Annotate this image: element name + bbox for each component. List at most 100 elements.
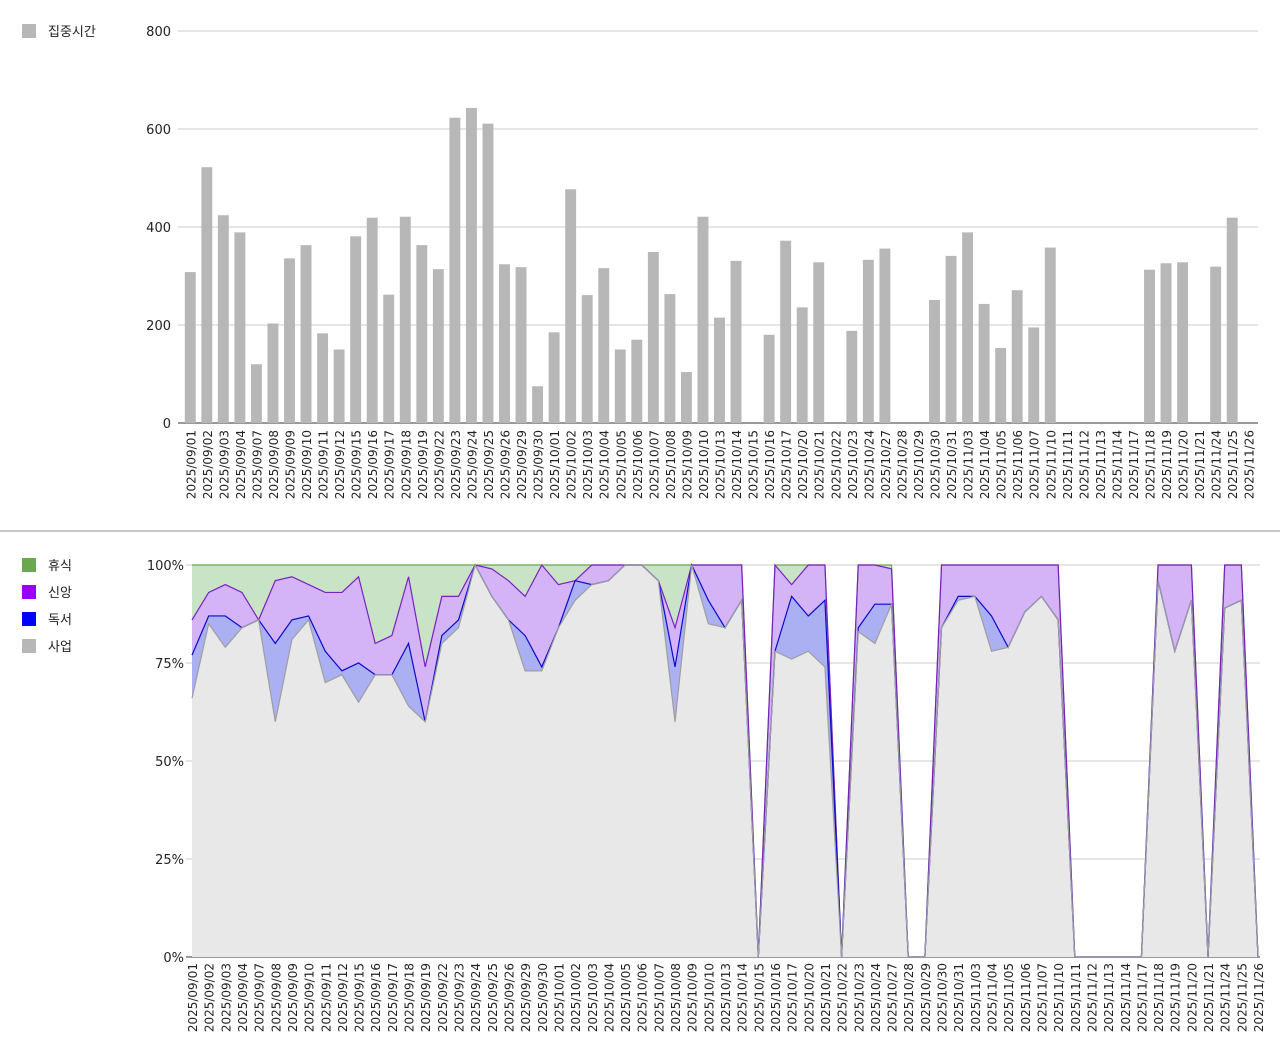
- bar-y-tick-label: 0: [163, 417, 171, 432]
- area-x-tick-label: 2025/09/29: [519, 963, 533, 1032]
- area-x-tick-label: 2025/10/28: [902, 963, 916, 1032]
- area-series-faith: [192, 565, 1258, 957]
- area-x-tick-label: 2025/09/19: [419, 963, 433, 1032]
- area-x-tick-label: 2025/10/15: [752, 963, 766, 1032]
- bar-x-tick-label: 2025/10/01: [548, 430, 562, 499]
- area-x-tick-label: 2025/11/20: [1185, 963, 1199, 1032]
- legend-label: 집중시간: [48, 25, 96, 40]
- legend-swatch: [22, 584, 36, 599]
- bar-x-tick-label: 2025/09/04: [234, 430, 248, 499]
- bar-x-tick-label: 2025/10/08: [664, 430, 678, 499]
- bar-x-tick-label: 2025/11/21: [1193, 430, 1207, 499]
- bar-x-tick-label: 2025/10/27: [879, 430, 893, 499]
- legend-swatch: [22, 23, 36, 38]
- bar-y-tick-label: 600: [146, 123, 171, 138]
- area-x-tick-label: 2025/09/17: [386, 963, 400, 1032]
- bar-x-tick-label: 2025/09/17: [383, 430, 397, 499]
- area-x-tick-label: 2025/11/12: [1085, 963, 1099, 1032]
- area-x-tick-label: 2025/11/04: [986, 963, 1000, 1032]
- bar-x-tick-label: 2025/09/09: [284, 430, 298, 499]
- bar-x-tick-label: 2025/11/25: [1226, 430, 1240, 499]
- bar-x-tick-label: 2025/11/18: [1144, 430, 1158, 499]
- bar-x-tick-label: 2025/10/17: [780, 430, 794, 499]
- area-y-tick-label: 75%: [155, 657, 184, 672]
- area-x-tick-label: 2025/11/03: [969, 963, 983, 1032]
- bar-x-tick-label: 2025/11/04: [978, 430, 992, 499]
- area-x-tick-label: 2025/09/11: [319, 963, 333, 1032]
- legend-item: 독서: [22, 605, 72, 632]
- focus-time-bar: [1011, 290, 1023, 423]
- area-x-tick-label: 2025/11/17: [1135, 963, 1149, 1032]
- focus-time-bar: [1160, 263, 1172, 423]
- area-y-tick-label: 25%: [155, 853, 184, 868]
- focus-time-bar: [449, 117, 461, 423]
- area-x-tick-label: 2025/10/16: [769, 963, 783, 1032]
- area-x-tick-label: 2025/11/07: [1035, 963, 1049, 1032]
- focus-time-bar: [995, 348, 1007, 423]
- bar-x-tick-label: 2025/09/11: [317, 430, 331, 499]
- focus-time-bar: [383, 294, 395, 423]
- bar-x-tick-label: 2025/10/02: [565, 430, 579, 499]
- area-x-tick-label: 2025/09/09: [286, 963, 300, 1032]
- bar-x-tick-label: 2025/10/15: [747, 430, 761, 499]
- legend-item: 집중시간: [22, 17, 96, 44]
- bar-x-tick-label: 2025/09/30: [532, 430, 546, 499]
- legend-label: 독서: [48, 613, 72, 628]
- bar-x-tick-label: 2025/10/29: [912, 430, 926, 499]
- focus-time-bar: [730, 260, 742, 423]
- area-x-tick-label: 2025/10/09: [686, 963, 700, 1032]
- focus-time-bar: [962, 232, 974, 423]
- focus-time-bar: [201, 167, 213, 423]
- area-x-tick-label: 2025/09/10: [303, 963, 317, 1032]
- area-y-tick-label: 0%: [163, 951, 184, 966]
- area-x-tick-label: 2025/10/05: [619, 963, 633, 1032]
- bar-x-tick-label: 2025/09/25: [482, 430, 496, 499]
- focus-time-bar: [680, 372, 692, 423]
- focus-time-bar: [945, 255, 957, 423]
- area-x-tick-label: 2025/10/22: [836, 963, 850, 1032]
- legend-swatch: [22, 557, 36, 572]
- focus-time-bar: [366, 217, 378, 423]
- area-x-tick-label: 2025/09/23: [453, 963, 467, 1032]
- focus-time-bar: [217, 215, 229, 423]
- area-x-tick-label: 2025/11/06: [1019, 963, 1033, 1032]
- bar-x-tick-label: 2025/10/20: [796, 430, 810, 499]
- area-x-tick-label: 2025/09/12: [336, 963, 350, 1032]
- area-x-tick-label: 2025/09/02: [203, 963, 217, 1032]
- area-x-tick-label: 2025/10/14: [736, 963, 750, 1032]
- bar-x-tick-label: 2025/09/08: [267, 430, 281, 499]
- bar-x-tick-label: 2025/11/14: [1110, 430, 1124, 499]
- focus-time-bar: [978, 303, 990, 423]
- focus-time-bar: [598, 268, 610, 423]
- bar-x-tick-label: 2025/10/14: [730, 430, 744, 499]
- bar-x-tick-label: 2025/11/05: [995, 430, 1009, 499]
- bar-x-tick-label: 2025/11/06: [1011, 430, 1025, 499]
- area-series-business-line: [191, 563, 1259, 958]
- area-x-tick-label: 2025/11/14: [1119, 963, 1133, 1032]
- area-series-business: [192, 565, 1258, 957]
- area-x-tick-label: 2025/09/22: [436, 963, 450, 1032]
- area-x-tick-label: 2025/10/21: [819, 963, 833, 1032]
- area-x-tick-label: 2025/10/27: [886, 963, 900, 1032]
- bar-x-tick-label: 2025/11/03: [962, 430, 976, 499]
- bar-x-tick-label: 2025/09/16: [366, 430, 380, 499]
- focus-time-bar: [697, 216, 709, 423]
- bar-x-tick-label: 2025/11/10: [1044, 430, 1058, 499]
- area-x-tick-label: 2025/11/10: [1052, 963, 1066, 1032]
- bar-x-tick-label: 2025/10/10: [697, 430, 711, 499]
- bar-x-tick-label: 2025/11/26: [1243, 430, 1257, 499]
- area-y-tick-label: 50%: [155, 755, 184, 770]
- legend-item: 휴식: [22, 551, 72, 578]
- bar-x-tick-label: 2025/10/06: [631, 430, 645, 499]
- area-x-tick-label: 2025/09/24: [469, 963, 483, 1032]
- bar-x-tick-label: 2025/11/12: [1077, 430, 1091, 499]
- bar-x-tick-label: 2025/11/11: [1061, 430, 1075, 499]
- area-x-tick-label: 2025/09/26: [502, 963, 516, 1032]
- focus-time-bar: [846, 330, 858, 423]
- bar-x-tick-label: 2025/09/26: [499, 430, 513, 499]
- area-x-tick-label: 2025/10/31: [952, 963, 966, 1032]
- area-x-tick-label: 2025/11/21: [1202, 963, 1216, 1032]
- chart-divider: [0, 530, 1280, 532]
- bar-x-tick-label: 2025/11/07: [1028, 430, 1042, 499]
- area-x-tick-label: 2025/10/03: [586, 963, 600, 1032]
